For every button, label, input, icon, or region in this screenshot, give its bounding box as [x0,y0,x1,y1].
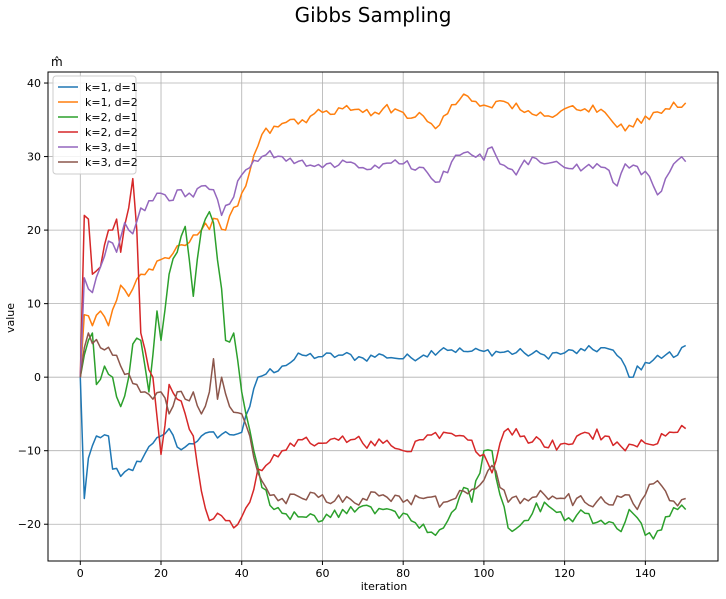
legend: k=1, d=1 k=1, d=2 k=2, d=1 k=2, d=2 k=3, d=1… [52,75,138,175]
y-tick-label: 30 [27,151,41,164]
series-line [79,146,687,378]
chart-title: Gibbs Sampling [295,3,452,27]
legend-label: k=1, d=2 [85,96,138,109]
y-tick-label: 40 [27,77,41,90]
legend-label: k=3, d=1 [85,141,138,154]
y-tick-label: −20 [18,518,41,531]
x-axis: 0 20 40 60 80 100 120 140 [77,561,656,580]
legend-label: k=2, d=2 [85,126,138,139]
y-tick-label: −10 [18,445,41,458]
series-line [79,93,687,378]
plot-frame [47,71,719,562]
x-tick-label: 20 [154,567,168,580]
chart-subtitle: m̂ [51,55,63,69]
x-tick-label: 140 [635,567,656,580]
x-tick-label: 80 [396,567,410,580]
x-axis-label: iteration [361,580,407,593]
series-line [79,210,687,540]
series-line [79,177,687,529]
x-tick-label: 100 [473,567,494,580]
grid [48,72,718,561]
x-tick-label: 40 [235,567,249,580]
series-line [79,344,687,500]
legend-label: k=2, d=1 [85,111,138,124]
y-tick-label: 0 [34,371,41,384]
legend-label: k=3, d=2 [85,156,138,169]
series-line [79,332,686,511]
x-tick-label: 120 [554,567,575,580]
legend-label: k=1, d=1 [85,81,138,94]
x-tick-label: 60 [315,567,329,580]
y-axis-label: value [4,303,17,333]
y-tick-label: 20 [27,224,41,237]
y-tick-label: 10 [27,298,41,311]
legend-box [52,75,137,175]
x-tick-label: 0 [77,567,84,580]
y-axis: −20 −10 0 10 20 30 40 [18,77,48,531]
series-lines [79,93,687,540]
